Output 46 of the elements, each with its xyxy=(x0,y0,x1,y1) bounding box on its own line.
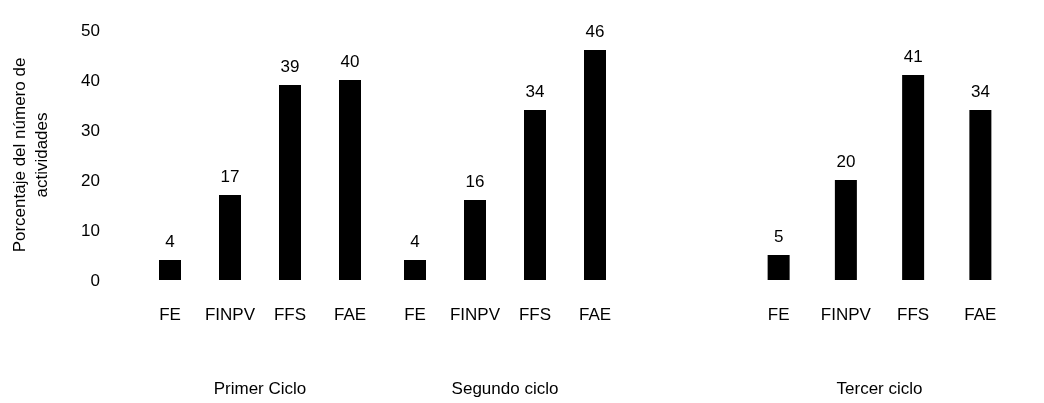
x-tick-label: FE xyxy=(767,305,790,324)
x-tick-label: FINPV xyxy=(204,305,256,324)
bar xyxy=(279,85,301,280)
x-tick-label: FE xyxy=(404,305,426,324)
x-tick-label: FAE xyxy=(964,305,997,324)
y-tick-label: 10 xyxy=(81,220,100,240)
x-tick-label: FAE xyxy=(333,305,367,324)
data-label: 39 xyxy=(280,57,300,76)
x-tick-label: FAE xyxy=(578,305,612,324)
data-label: 17 xyxy=(220,167,240,186)
x-tick-label: FE xyxy=(159,305,181,324)
bar xyxy=(159,260,181,280)
data-label: 20 xyxy=(836,152,856,171)
bar xyxy=(464,200,486,280)
bar xyxy=(524,110,546,280)
y-tick-label: 40 xyxy=(81,70,100,90)
x-axis-title: Segundo ciclo xyxy=(451,379,559,398)
data-label: 40 xyxy=(340,52,360,71)
data-label: 41 xyxy=(903,47,923,66)
bar xyxy=(969,110,992,280)
x-tick-label: FFS xyxy=(273,305,307,324)
y-tick-label: 0 xyxy=(90,270,100,290)
bar xyxy=(219,195,241,280)
bar xyxy=(339,80,361,280)
x-tick-label: FINPV xyxy=(820,305,872,324)
data-label: 4 xyxy=(410,232,420,251)
bar xyxy=(902,75,925,280)
x-tick-label: FINPV xyxy=(449,305,501,324)
y-tick-label: 20 xyxy=(81,170,100,190)
bar xyxy=(834,180,857,280)
x-tick-label: FFS xyxy=(518,305,552,324)
data-label: 5 xyxy=(773,227,784,246)
y-axis-title: Porcentaje del número de actividades xyxy=(9,57,51,253)
bar xyxy=(584,50,606,280)
data-label: 34 xyxy=(970,82,990,101)
x-tick-label: FFS xyxy=(897,305,930,324)
data-label: 4 xyxy=(165,232,175,251)
data-label: 46 xyxy=(585,22,605,41)
x-axis-title: Tercer ciclo xyxy=(836,379,923,398)
data-label: 34 xyxy=(525,82,545,101)
y-tick-label: 30 xyxy=(81,120,100,140)
bar xyxy=(404,260,426,280)
data-label: 16 xyxy=(465,172,485,191)
y-tick-label: 50 xyxy=(81,20,100,40)
bar xyxy=(767,255,790,280)
x-axis-title: Primer Ciclo xyxy=(213,379,307,398)
